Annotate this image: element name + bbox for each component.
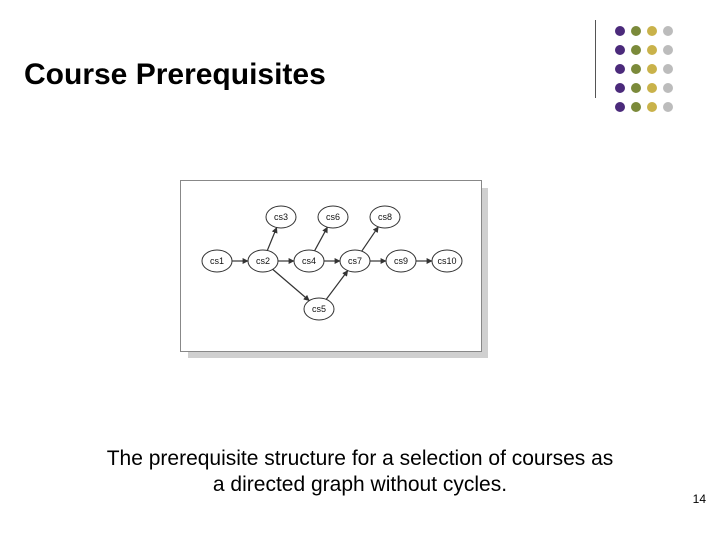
node-label-cs5: cs5 [312,304,326,314]
grid-dot [663,83,673,93]
grid-dot [647,83,657,93]
grid-dot [647,64,657,74]
caption: The prerequisite structure for a selecti… [0,446,720,499]
prerequisite-graph: cs1 cs2 cs3 cs4 cs5 cs6 cs7 cs8 cs9 cs10 [181,181,481,351]
grid-dot [631,26,641,36]
edge-cs5-cs7 [326,271,348,300]
node-label-cs10: cs10 [437,256,456,266]
node-label-cs1: cs1 [210,256,224,266]
title-divider [595,20,596,98]
grid-dot [663,64,673,74]
grid-dot [663,26,673,36]
grid-dot [615,26,625,36]
grid-dot [647,45,657,55]
page-title: Course Prerequisites [24,58,326,92]
edge-cs4-cs6 [315,227,328,251]
caption-line-1: The prerequisite structure for a selecti… [107,447,614,470]
edge-cs2-cs3 [267,228,276,251]
caption-line-2: a directed graph without cycles. [213,473,507,496]
grid-dot [615,102,625,112]
slide: Course Prerequisites cs1cs2cs3cs4cs5cs6c… [0,0,720,540]
page-number: 14 [693,492,706,506]
grid-dot [615,45,625,55]
grid-dot [615,64,625,74]
grid-dot [647,26,657,36]
edge-cs2-cs5 [273,269,309,300]
grid-dot [647,102,657,112]
node-label-cs4: cs4 [302,256,316,266]
node-label-cs7: cs7 [348,256,362,266]
grid-dot [631,64,641,74]
diagram-panel: cs1 cs2 cs3 cs4 cs5 cs6 cs7 cs8 cs9 cs10 [180,180,480,350]
grid-dot [663,102,673,112]
panel-surface: cs1 cs2 cs3 cs4 cs5 cs6 cs7 cs8 cs9 cs10 [180,180,482,352]
node-label-cs8: cs8 [378,212,392,222]
node-label-cs9: cs9 [394,256,408,266]
grid-dot [663,45,673,55]
decorative-dot-grid [612,24,676,119]
grid-dot [631,102,641,112]
node-label-cs3: cs3 [274,212,288,222]
node-label-cs6: cs6 [326,212,340,222]
edge-cs7-cs8 [362,227,379,251]
grid-dot [615,83,625,93]
grid-dot [631,45,641,55]
node-label-cs2: cs2 [256,256,270,266]
grid-dot [631,83,641,93]
